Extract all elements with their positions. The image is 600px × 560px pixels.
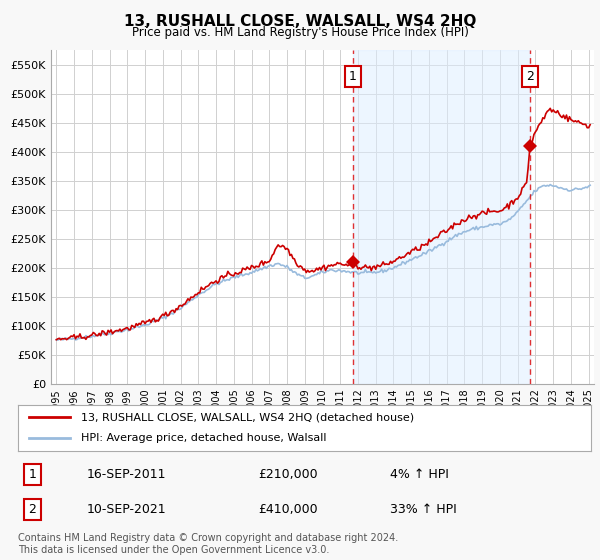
Text: £210,000: £210,000	[259, 468, 318, 481]
Text: 10-SEP-2021: 10-SEP-2021	[87, 503, 166, 516]
Text: 2: 2	[526, 70, 534, 83]
Text: 33% ↑ HPI: 33% ↑ HPI	[391, 503, 457, 516]
Text: Contains HM Land Registry data © Crown copyright and database right 2024.
This d: Contains HM Land Registry data © Crown c…	[18, 533, 398, 555]
Text: Price paid vs. HM Land Registry's House Price Index (HPI): Price paid vs. HM Land Registry's House …	[131, 26, 469, 39]
Text: £410,000: £410,000	[259, 503, 318, 516]
Text: 4% ↑ HPI: 4% ↑ HPI	[391, 468, 449, 481]
Text: 1: 1	[28, 468, 36, 481]
Text: 16-SEP-2011: 16-SEP-2011	[87, 468, 166, 481]
Text: 2: 2	[28, 503, 36, 516]
Text: 13, RUSHALL CLOSE, WALSALL, WS4 2HQ (detached house): 13, RUSHALL CLOSE, WALSALL, WS4 2HQ (det…	[81, 412, 414, 422]
Bar	[353, 50, 530, 384]
Text: 13, RUSHALL CLOSE, WALSALL, WS4 2HQ: 13, RUSHALL CLOSE, WALSALL, WS4 2HQ	[124, 14, 476, 29]
Text: HPI: Average price, detached house, Walsall: HPI: Average price, detached house, Wals…	[81, 433, 326, 444]
Text: 1: 1	[349, 70, 357, 83]
